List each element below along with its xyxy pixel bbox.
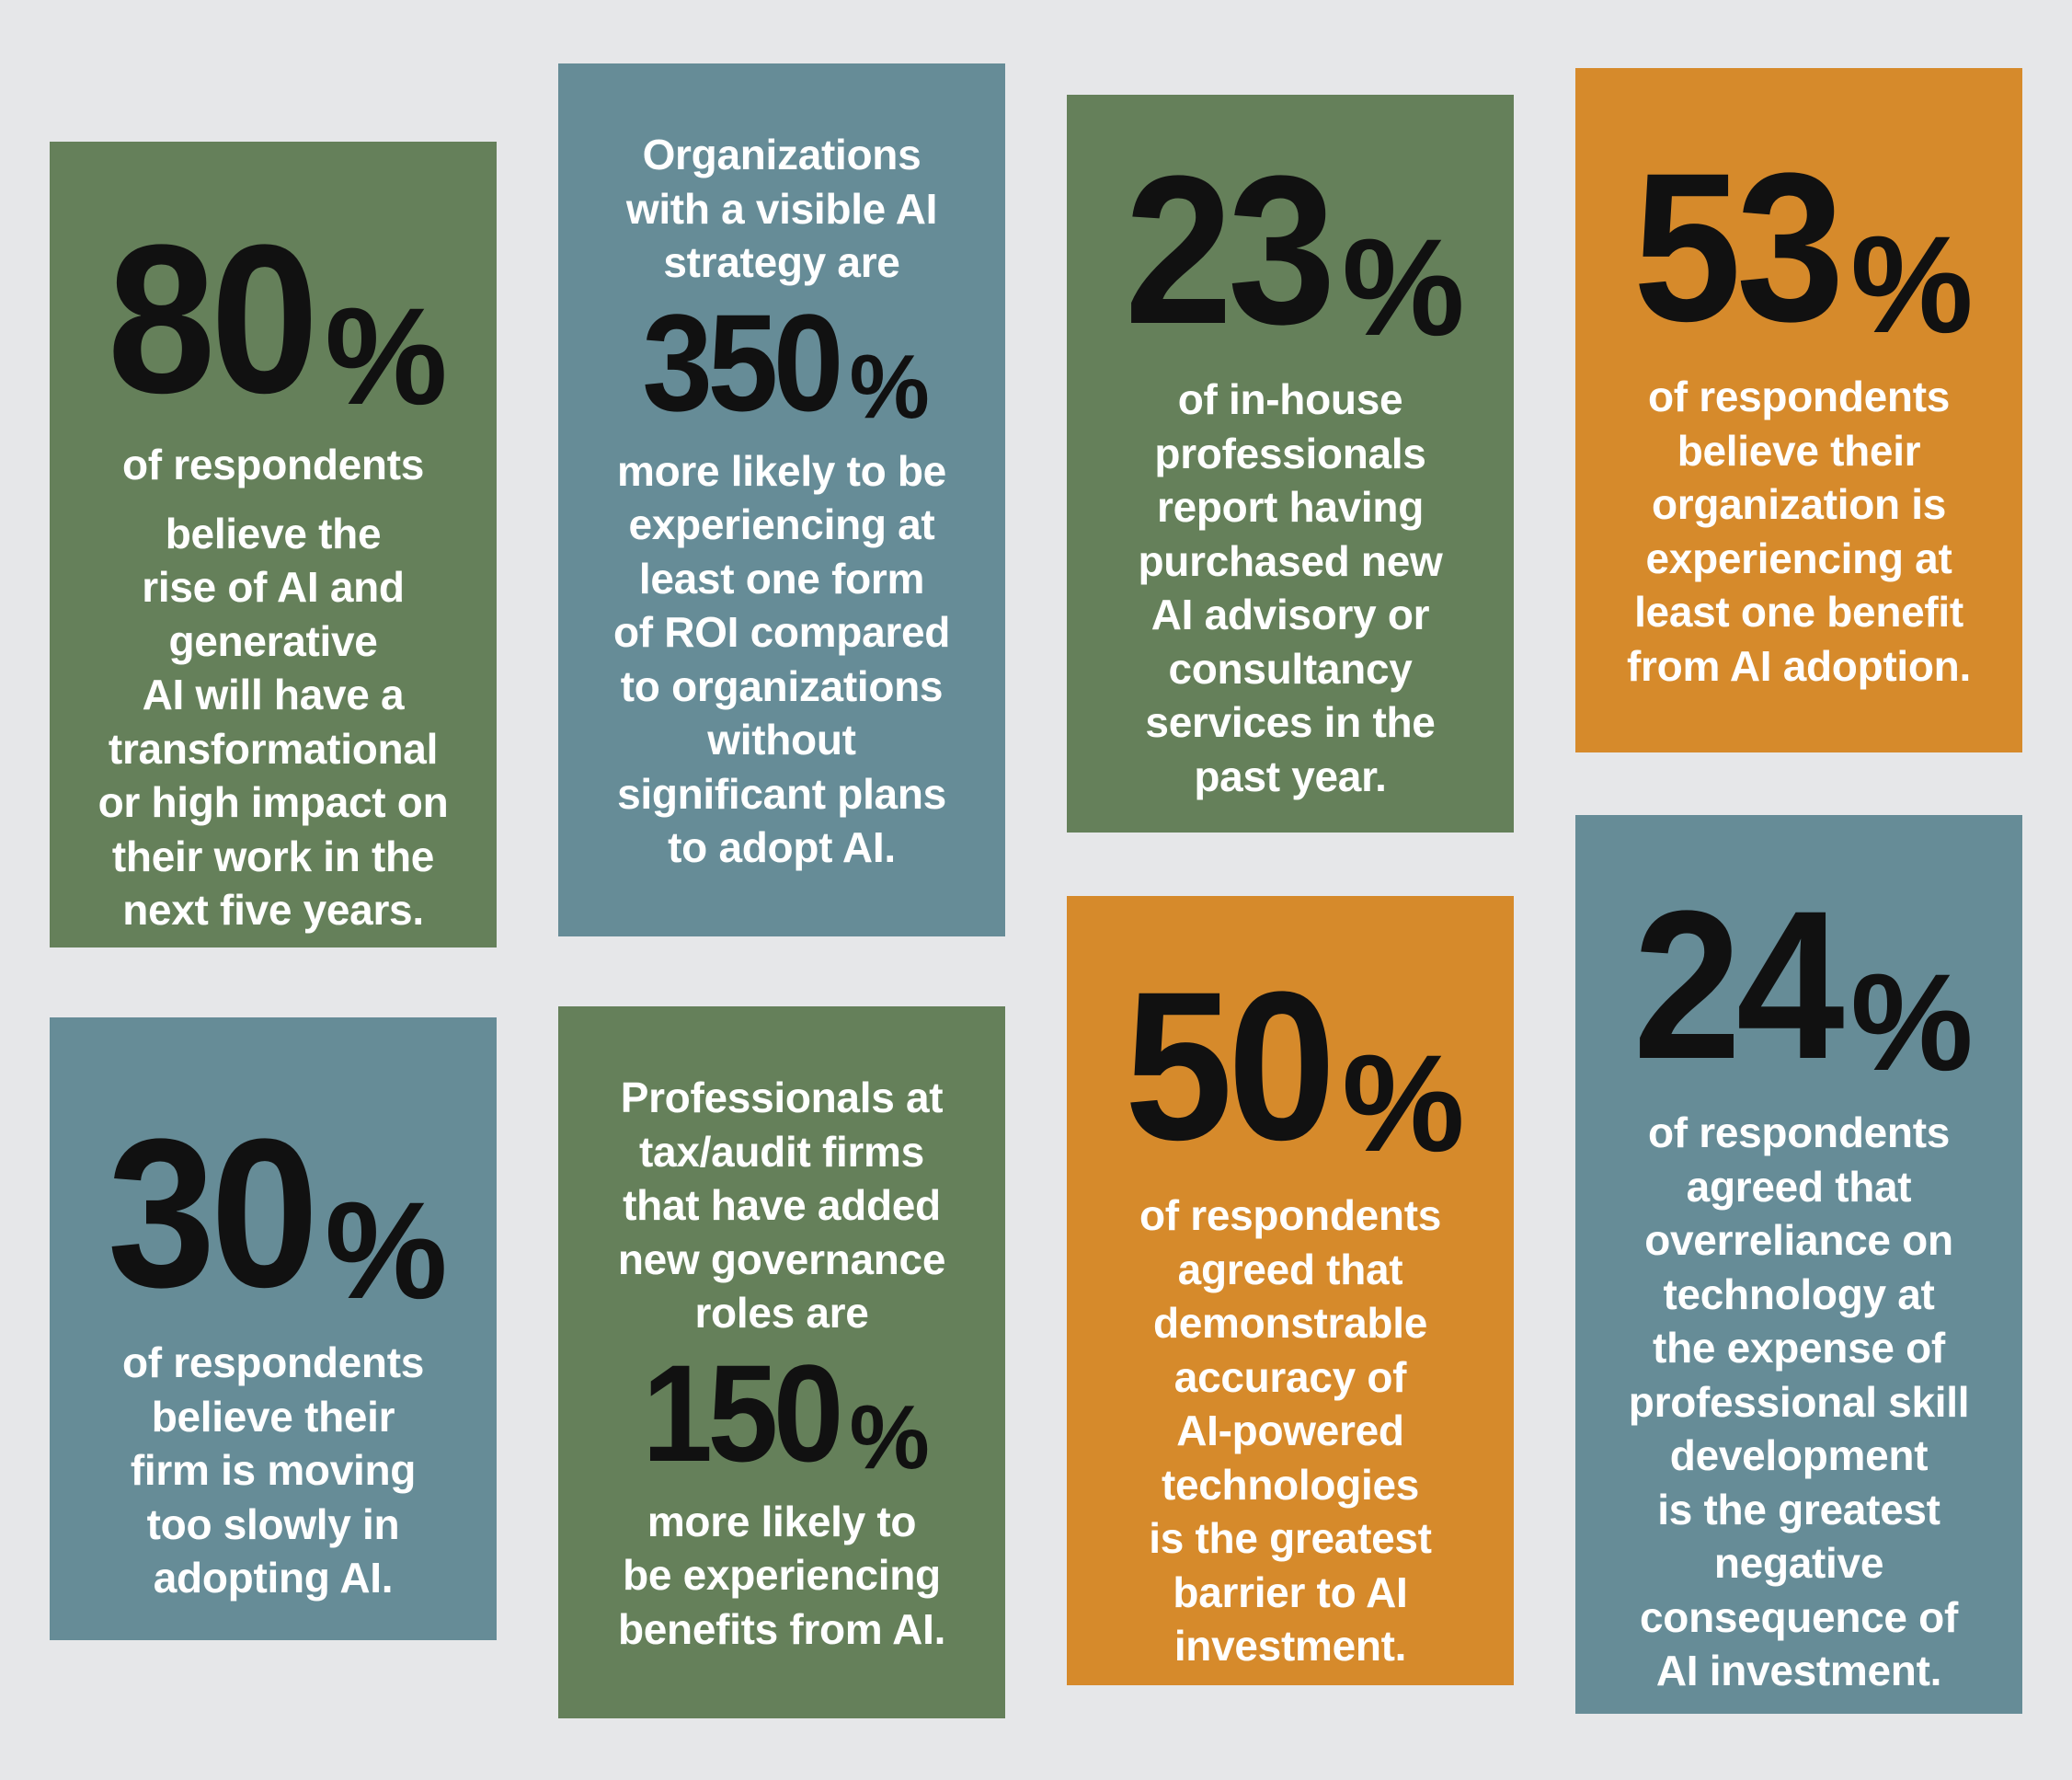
stat-card-53-percent: 53% of respondents believe their organiz… bbox=[1575, 68, 2022, 752]
percent-sign: % bbox=[1342, 1026, 1465, 1180]
stat-intro: Professionals at tax/audit firms that ha… bbox=[617, 1074, 946, 1337]
stat-value: 23% bbox=[1116, 132, 1465, 368]
stat-value: 80% bbox=[98, 201, 448, 437]
stat-card-30-percent: 30% of respondents believe their firm is… bbox=[50, 1017, 497, 1640]
percent-sign: % bbox=[325, 1173, 448, 1327]
percent-sign: % bbox=[325, 279, 448, 433]
stat-number: 80 bbox=[108, 201, 319, 437]
stat-description: of respondents believe their organizatio… bbox=[1627, 373, 1971, 690]
stat-card-23-percent: 23% of in-house professionals report hav… bbox=[1067, 95, 1514, 833]
stat-description: of respondents agreed that overreliance … bbox=[1628, 1108, 1970, 1694]
stat-description: of respondents believe their firm is mov… bbox=[121, 1338, 425, 1602]
stat-value: 30% bbox=[98, 1095, 448, 1331]
stat-number: 24 bbox=[1633, 867, 1845, 1103]
stat-value: 50% bbox=[1116, 947, 1465, 1184]
percent-sign: % bbox=[849, 1385, 930, 1487]
stat-card-350-percent: Organizations with a visible AI strategy… bbox=[558, 63, 1005, 936]
stat-description: more likely to be experiencing at least … bbox=[612, 446, 951, 872]
stat-description: of in-house professionals report having … bbox=[1138, 375, 1443, 800]
stat-description: believe the rise of AI and generative AI… bbox=[97, 509, 449, 935]
stat-number: 350 bbox=[642, 284, 844, 440]
stat-number: 30 bbox=[108, 1095, 319, 1331]
percent-sign: % bbox=[849, 335, 930, 437]
stat-value: 350% bbox=[634, 284, 930, 440]
stat-value: 24% bbox=[1624, 867, 1974, 1103]
percent-sign: % bbox=[1850, 207, 1974, 362]
stat-card-80-percent: 80% of respondents believe the rise of A… bbox=[50, 142, 497, 947]
stat-card-24-percent: 24% of respondents agreed that overrelia… bbox=[1575, 815, 2022, 1714]
stat-number: 50 bbox=[1125, 947, 1336, 1184]
stat-label: of respondents bbox=[121, 441, 425, 488]
stat-value: 150% bbox=[634, 1335, 930, 1490]
percent-sign: % bbox=[1342, 210, 1465, 364]
stat-intro: Organizations with a visible AI strategy… bbox=[625, 131, 938, 286]
stat-description: of respondents agreed that demonstrable … bbox=[1139, 1191, 1442, 1670]
stat-card-150-percent: Professionals at tax/audit firms that ha… bbox=[558, 1006, 1005, 1718]
percent-sign: % bbox=[1850, 945, 1974, 1099]
stat-description: more likely to be experiencing benefits … bbox=[617, 1497, 946, 1653]
stat-number: 150 bbox=[642, 1335, 844, 1490]
stat-value: 53% bbox=[1624, 129, 1974, 365]
stat-number: 53 bbox=[1633, 129, 1845, 365]
stat-number: 23 bbox=[1125, 132, 1336, 368]
stat-card-50-percent: 50% of respondents agreed that demonstra… bbox=[1067, 896, 1514, 1685]
